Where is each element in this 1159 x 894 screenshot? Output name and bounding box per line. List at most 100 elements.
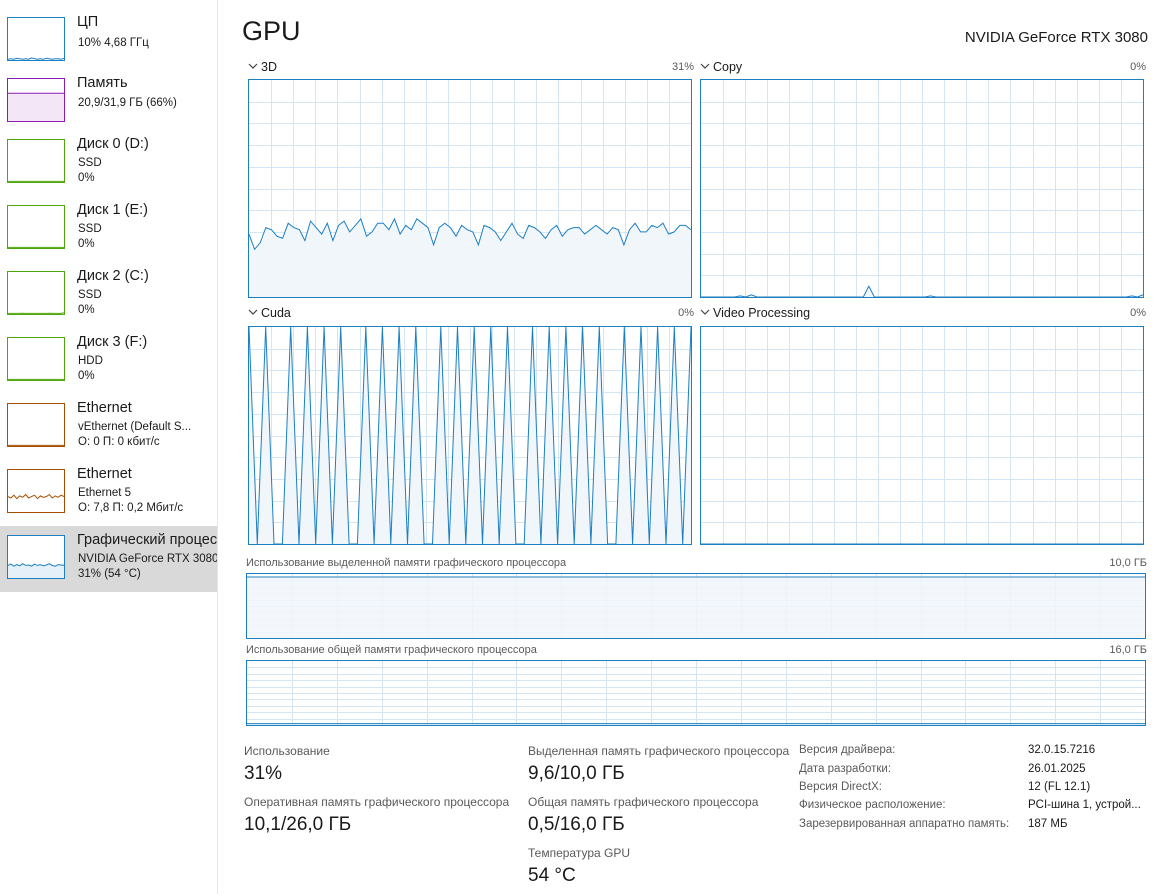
- ethernet-graph-icon: [7, 469, 65, 513]
- series-area: [249, 218, 691, 297]
- engine-percent: 0%: [1130, 61, 1146, 73]
- gpu-performance-panel: GPU NVIDIA GeForce RTX 3080 3D 31% Copy …: [218, 0, 1159, 894]
- shared-memory-graph-label: Использование общей памяти графического …: [246, 644, 537, 656]
- sidebar-item-title: Диск 0 (D:): [77, 136, 149, 152]
- sidebar-item-detail: HDD: [78, 355, 103, 367]
- engine-selector-copy[interactable]: Copy 0%: [700, 60, 1146, 76]
- sidebar-item-detail: 10% 4,68 ГГц: [78, 37, 149, 49]
- sparkline-area: [8, 93, 64, 121]
- gpu-ram-label: Оперативная память графического процессо…: [244, 795, 510, 809]
- series-line: [249, 217, 691, 251]
- usage-label: Использование: [244, 744, 330, 758]
- sidebar-item-detail: NVIDIA GeForce RTX 3080: [78, 553, 218, 565]
- shared-memory-value: 0,5/16,0 ГБ: [528, 814, 625, 835]
- disk-graph-icon: [7, 139, 65, 183]
- cpu-graph-icon: [7, 17, 65, 61]
- sidebar-item-memory[interactable]: Память 20,9/31,9 ГБ (66%): [0, 75, 217, 144]
- disk-graph-icon: [7, 205, 65, 249]
- hardware-reserved-memory-value: 187 МБ: [1028, 818, 1068, 830]
- sidebar-item-ethernet-5[interactable]: Ethernet Ethernet 5 О: 7,8 П: 0,2 Мбит/с: [0, 466, 217, 535]
- sidebar-item-disk-0[interactable]: Диск 0 (D:) SSD 0%: [0, 136, 217, 205]
- memory-graph-plot: [247, 661, 1145, 725]
- sidebar-item-disk-1[interactable]: Диск 1 (E:) SSD 0%: [0, 202, 217, 271]
- engine-graph-plot: [249, 80, 691, 297]
- engine-graph-3d: [248, 79, 692, 298]
- engine-percent: 31%: [671, 61, 694, 73]
- sidebar-item-detail: Ethernet 5: [78, 487, 132, 499]
- engine-graph-cuda: [248, 326, 692, 545]
- engine-name: Copy: [713, 60, 743, 74]
- memory-graph-plot: [247, 574, 1145, 638]
- engine-selector-3d[interactable]: 3D 31%: [248, 60, 694, 76]
- sparkline: [8, 246, 64, 248]
- engine-graph-plot: [701, 80, 1143, 297]
- driver-date-value: 26.01.2025: [1028, 763, 1086, 775]
- gpu-model-name: NVIDIA GeForce RTX 3080: [964, 29, 1148, 46]
- sidebar-item-gpu-0[interactable]: Графический процессор 0 NVIDIA GeForce R…: [0, 526, 217, 592]
- engine-selector-cuda[interactable]: Cuda 0%: [248, 306, 694, 322]
- directx-version-value: 12 (FL 12.1): [1028, 781, 1091, 793]
- chevron-down-icon: [248, 63, 258, 69]
- sidebar-item-detail: 0%: [78, 304, 95, 316]
- driver-version-label: Версия драйвера:: [799, 744, 896, 756]
- engine-name: 3D: [261, 60, 277, 74]
- sidebar-item-detail: 20,9/31,9 ГБ (66%): [78, 97, 177, 109]
- sidebar-item-cpu[interactable]: ЦП 10% 4,68 ГГц: [0, 14, 217, 83]
- sparkline-line: [8, 493, 64, 500]
- sparkline: [8, 493, 64, 500]
- sparkline: [8, 180, 64, 182]
- engine-selector-video-processing[interactable]: Video Processing 0%: [700, 306, 1146, 322]
- disk-graph-icon: [7, 337, 65, 381]
- engine-name: Video Processing: [713, 306, 811, 320]
- chevron-down-icon: [700, 309, 710, 315]
- dedicated-memory-graph-max: 10,0 ГБ: [1109, 557, 1147, 569]
- gpu-graph-icon: [7, 535, 65, 579]
- sidebar-item-detail: SSD: [78, 223, 102, 235]
- disk-graph-icon: [7, 271, 65, 315]
- sparkline: [8, 312, 64, 314]
- sparkline-line: [8, 563, 64, 567]
- sidebar-item-detail: SSD: [78, 289, 102, 301]
- sparkline: [8, 378, 64, 380]
- chevron-down-icon: [248, 309, 258, 315]
- sidebar-item-disk-3[interactable]: Диск 3 (F:) HDD 0%: [0, 334, 217, 403]
- dedicated-memory-graph: [246, 573, 1146, 639]
- chevron-down-icon: [700, 63, 710, 69]
- sparkline: [8, 563, 64, 578]
- sidebar-item-detail: О: 0 П: 0 кбит/с: [78, 436, 160, 448]
- driver-version-value: 32.0.15.7216: [1028, 744, 1096, 756]
- sparkline: [8, 57, 64, 60]
- engine-name: Cuda: [261, 306, 291, 320]
- sidebar-item-title: ЦП: [77, 14, 99, 30]
- sidebar-item-detail: 0%: [78, 238, 95, 250]
- engine-percent: 0%: [1130, 307, 1146, 319]
- sidebar-item-ethernet-vethernet[interactable]: Ethernet vEthernet (Default S... О: 0 П:…: [0, 400, 217, 469]
- sparkline-area: [8, 563, 64, 578]
- sidebar-item-title: Графический процессор 0: [77, 532, 218, 548]
- dedicated-memory-graph-label: Использование выделенной памяти графичес…: [246, 557, 567, 569]
- hardware-reserved-memory-label: Зарезервированная аппаратно память:: [799, 818, 1010, 830]
- sidebar-item-disk-2[interactable]: Диск 2 (C:) SSD 0%: [0, 268, 217, 337]
- sidebar-item-title: Диск 2 (C:): [77, 268, 149, 284]
- physical-location-label: Физическое расположение:: [799, 799, 946, 811]
- memory-graph-icon: [7, 78, 65, 122]
- memory-usage-area: [247, 576, 1145, 638]
- sparkline-line: [8, 57, 64, 60]
- sparkline: [8, 92, 64, 121]
- sidebar: ЦП 10% 4,68 ГГц Память 20,9/31,9 ГБ (66%…: [0, 0, 218, 894]
- dedicated-memory-value: 9,6/10,0 ГБ: [528, 763, 625, 784]
- sparkline-line: [8, 312, 64, 314]
- engine-graph-plot: [249, 327, 691, 544]
- dedicated-memory-label: Выделенная память графического процессор…: [528, 744, 790, 758]
- sidebar-item-detail: SSD: [78, 157, 102, 169]
- shared-memory-graph-max: 16,0 ГБ: [1109, 644, 1147, 656]
- shared-memory-graph: [246, 660, 1146, 726]
- sidebar-item-title: Ethernet: [77, 400, 132, 416]
- sidebar-item-detail: vEthernet (Default S...: [78, 421, 192, 433]
- physical-location-value: PCI-шина 1, устрой...: [1028, 799, 1141, 811]
- series-line: [249, 327, 691, 544]
- sidebar-item-title: Диск 1 (E:): [77, 202, 148, 218]
- engine-graph-plot: [701, 327, 1143, 544]
- engine-graph-copy: [700, 79, 1144, 298]
- gpu-ram-value: 10,1/26,0 ГБ: [244, 814, 352, 835]
